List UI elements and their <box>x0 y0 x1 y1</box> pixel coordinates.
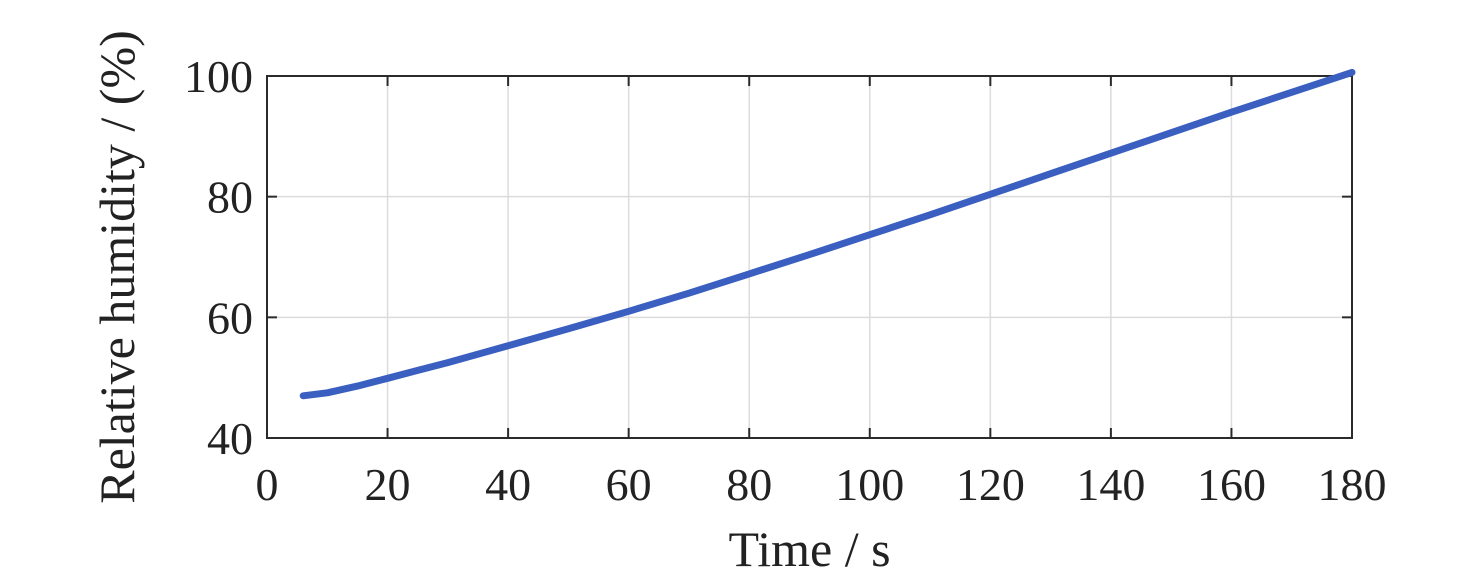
y-tick-label: 100 <box>184 51 253 102</box>
data-series <box>299 68 1356 400</box>
x-axis-label: Time / s <box>728 521 890 577</box>
x-tick-label: 100 <box>835 459 904 510</box>
y-tick-label: 60 <box>207 292 253 343</box>
x-tick-label: 160 <box>1197 459 1266 510</box>
x-tick-label: 140 <box>1076 459 1145 510</box>
x-tick-label: 180 <box>1318 459 1387 510</box>
x-tick-label: 60 <box>606 459 652 510</box>
y-tick-label: 80 <box>207 172 253 223</box>
humidity-series-line <box>299 68 1356 400</box>
axis-ticks: 0 20 40 60 80 100 120 140 160 180 40 60 80 100 <box>184 51 1387 510</box>
y-tick-label: 40 <box>207 413 253 464</box>
x-tick-label: 0 <box>256 459 279 510</box>
x-tick-label: 20 <box>365 459 411 510</box>
grid-lines <box>267 76 1352 438</box>
plot-area-frame <box>266 75 1353 439</box>
x-tick-label: 120 <box>956 459 1025 510</box>
x-tick-label: 40 <box>485 459 531 510</box>
y-axis-label: Relative humidity / (%) <box>89 30 145 504</box>
x-tick-label: 80 <box>726 459 772 510</box>
